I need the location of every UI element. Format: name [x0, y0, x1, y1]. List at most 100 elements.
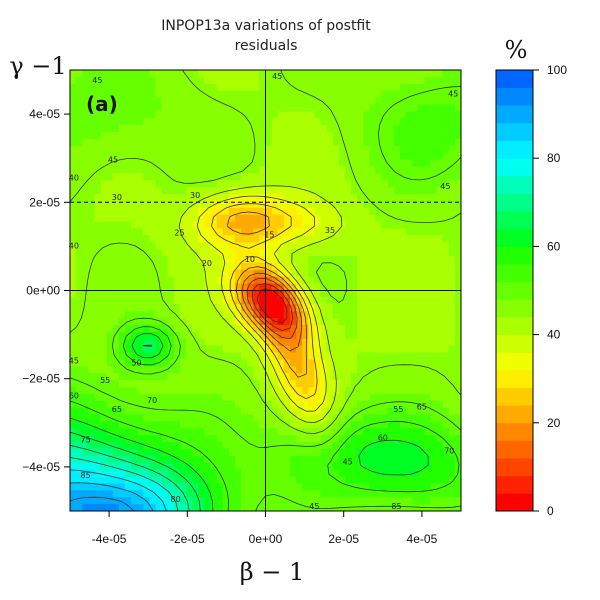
heatmap-cell	[399, 400, 407, 409]
heatmap-cell	[161, 228, 169, 236]
heatmap-cell	[418, 483, 425, 491]
heatmap-cell	[357, 242, 364, 250]
heatmap-cell	[338, 338, 346, 347]
contour-value-label: 10	[245, 255, 255, 264]
contour-value-label: 45	[448, 90, 458, 99]
heatmap-cell	[112, 462, 120, 471]
heatmap-cell	[351, 152, 358, 161]
heatmap-cell	[137, 207, 144, 216]
heatmap-cell	[106, 352, 114, 361]
heatmap-cell	[406, 125, 413, 133]
heatmap-cell	[216, 393, 224, 402]
heatmap-cell	[118, 111, 126, 119]
heatmap-cell	[326, 504, 334, 511]
heatmap-cell	[241, 400, 248, 409]
heatmap-cell	[283, 159, 291, 168]
heatmap-cell	[222, 132, 230, 140]
heatmap-cell	[375, 448, 383, 457]
heatmap-cell	[332, 132, 340, 140]
heatmap-cell	[375, 380, 383, 388]
heatmap-cell	[143, 504, 151, 511]
heatmap-cell	[88, 497, 96, 505]
heatmap-cell	[277, 407, 285, 416]
heatmap-cell	[363, 414, 370, 423]
heatmap-cell	[302, 269, 309, 278]
heatmap-cell	[155, 132, 163, 140]
heatmap-cell	[271, 200, 279, 209]
heatmap-cell	[186, 152, 193, 161]
heatmap-cell	[308, 462, 315, 471]
heatmap-cell	[381, 262, 389, 271]
colorbar-swatch	[496, 334, 533, 353]
heatmap-cell	[381, 393, 389, 402]
heatmap-cell	[204, 380, 212, 388]
heatmap-cell	[88, 118, 96, 126]
heatmap-cell	[277, 194, 285, 202]
heatmap-cell	[436, 442, 444, 450]
heatmap-cell	[222, 497, 230, 505]
heatmap-cell	[320, 428, 328, 436]
heatmap-cell	[351, 249, 358, 257]
heatmap-cell	[338, 318, 346, 326]
heatmap-cell	[186, 345, 193, 354]
heatmap-cell	[88, 283, 96, 292]
heatmap-cell	[357, 400, 364, 409]
heatmap-cell	[302, 331, 309, 340]
heatmap-cell	[351, 386, 358, 395]
heatmap-cell	[253, 132, 260, 140]
heatmap-cell	[344, 235, 352, 243]
heatmap-cell	[241, 442, 248, 450]
heatmap-cell	[387, 352, 395, 361]
heatmap-cell	[271, 455, 279, 464]
heatmap-cell	[82, 497, 89, 505]
heatmap-cell	[406, 469, 413, 478]
heatmap-cell	[253, 214, 260, 223]
heatmap-cell	[454, 386, 461, 395]
heatmap-cell	[387, 455, 395, 464]
heatmap-cell	[399, 297, 407, 305]
heatmap-cell	[106, 324, 114, 333]
heatmap-cell	[326, 297, 334, 305]
heatmap-cell	[118, 338, 126, 347]
heatmap-cell	[137, 214, 144, 223]
heatmap-cell	[351, 428, 358, 436]
heatmap-cell	[271, 111, 279, 119]
heatmap-cell	[82, 400, 89, 409]
heatmap-cell	[70, 200, 77, 209]
heatmap-cell	[296, 200, 303, 209]
heatmap-cell	[344, 400, 352, 409]
heatmap-cell	[357, 435, 364, 443]
heatmap-cell	[430, 469, 438, 478]
heatmap-cell	[314, 304, 322, 312]
heatmap-cell	[76, 111, 83, 119]
heatmap-cell	[338, 276, 346, 285]
heatmap-cell	[210, 386, 218, 395]
heatmap-cell	[124, 497, 132, 505]
heatmap-cell	[424, 138, 432, 147]
heatmap-cell	[338, 235, 346, 243]
heatmap-cell	[234, 469, 242, 478]
heatmap-cell	[314, 428, 322, 436]
heatmap-cell	[357, 262, 364, 271]
heatmap-cell	[332, 359, 340, 367]
heatmap-cell	[406, 228, 413, 236]
heatmap-cell	[259, 380, 267, 388]
x-tick-label: -4e-05	[92, 532, 127, 546]
heatmap-cell	[406, 290, 413, 298]
heatmap-cell	[179, 152, 187, 161]
heatmap-cell	[338, 490, 346, 498]
heatmap-cell	[179, 235, 187, 243]
heatmap-cell	[70, 311, 77, 319]
heatmap-cell	[418, 373, 425, 381]
heatmap-cell	[387, 359, 395, 367]
heatmap-cell	[265, 207, 273, 216]
heatmap-cell	[436, 366, 444, 374]
heatmap-cell	[387, 435, 395, 443]
heatmap-cell	[143, 428, 151, 436]
heatmap-cell	[82, 194, 89, 202]
heatmap-cell	[320, 386, 328, 395]
heatmap-cell	[277, 118, 285, 126]
heatmap-cell	[210, 276, 218, 285]
heatmap-cell	[454, 118, 461, 126]
